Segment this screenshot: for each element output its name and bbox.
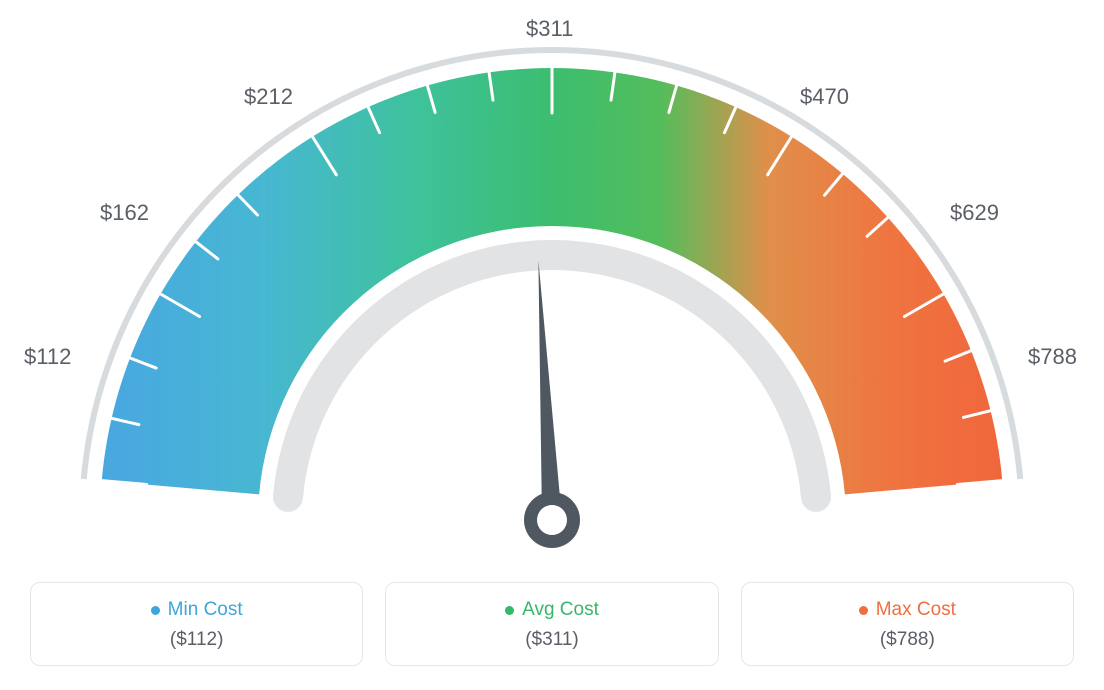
legend-value-avg: ($311) — [396, 629, 707, 651]
legend-label-max: Max Cost — [876, 599, 956, 621]
legend-dot-min — [151, 606, 160, 615]
gauge-needle — [538, 260, 562, 520]
scale-label: $112 — [24, 344, 71, 370]
legend-dot-max — [859, 606, 868, 615]
inner-ring-cap — [801, 482, 831, 512]
legend-top-max: Max Cost — [752, 599, 1063, 621]
legend-card-max: Max Cost ($788) — [741, 582, 1074, 666]
gauge-area: $112 $162 $212 $311 $470 $629 $788 — [0, 0, 1104, 560]
scale-label: $470 — [800, 84, 849, 110]
legend-card-min: Min Cost ($112) — [30, 582, 363, 666]
legend-card-avg: Avg Cost ($311) — [385, 582, 718, 666]
legend-top-min: Min Cost — [41, 599, 352, 621]
scale-label: $162 — [100, 200, 149, 226]
needle-hub-inner — [537, 505, 567, 535]
scale-label: $788 — [1028, 344, 1077, 370]
gauge-svg — [0, 0, 1104, 560]
legend-row: Min Cost ($112) Avg Cost ($311) Max Cost… — [30, 582, 1074, 666]
inner-ring-cap — [273, 482, 303, 512]
legend-label-avg: Avg Cost — [522, 599, 599, 621]
cost-gauge-chart: $112 $162 $212 $311 $470 $629 $788 Min Cost ($… — [0, 0, 1104, 690]
scale-label: $311 — [526, 16, 573, 42]
legend-top-avg: Avg Cost — [396, 599, 707, 621]
legend-value-min: ($112) — [41, 629, 352, 651]
scale-label: $629 — [950, 200, 999, 226]
scale-label: $212 — [244, 84, 293, 110]
legend-value-max: ($788) — [752, 629, 1063, 651]
legend-dot-avg — [505, 606, 514, 615]
legend-label-min: Min Cost — [168, 599, 243, 621]
